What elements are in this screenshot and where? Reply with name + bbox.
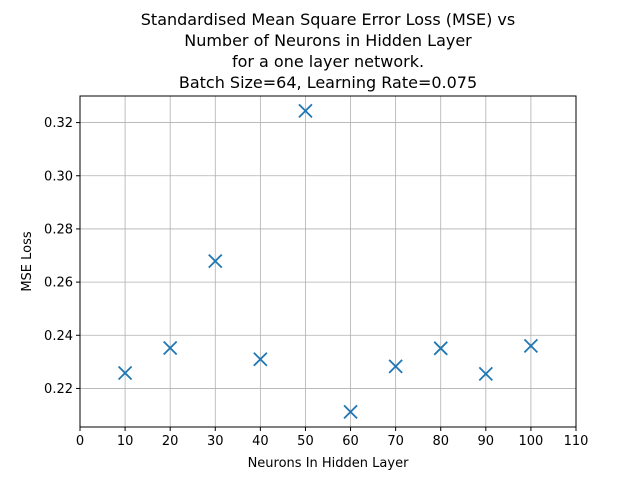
title-line-2: Number of Neurons in Hidden Layer	[184, 31, 472, 50]
data-point-10	[117, 365, 133, 381]
x-axis-ticks: 0 10 20 30 40 50 60 70 80 90 100 110	[76, 427, 589, 449]
data-point-40	[253, 352, 268, 367]
x-tick-label: 80	[432, 434, 449, 449]
x-tick-label: 70	[387, 434, 404, 449]
y-tick-label: 0.24	[44, 329, 73, 344]
x-tick-label: 20	[162, 434, 179, 449]
data-point-50	[298, 103, 313, 119]
x-tick-label: 50	[297, 434, 314, 449]
y-tick-label: 0.28	[44, 222, 73, 237]
x-tick-label: 110	[564, 434, 589, 449]
data-point-80	[433, 341, 448, 356]
data-point-90	[478, 366, 493, 381]
x-tick-label: 60	[342, 434, 359, 449]
x-tick-label: 100	[518, 434, 543, 449]
y-axis-ticks: 0.22 0.24 0.26 0.28 0.30 0.32	[44, 116, 80, 397]
data-point-100	[523, 338, 539, 354]
data-point-20	[163, 340, 178, 356]
x-tick-label: 40	[252, 434, 269, 449]
data-point-30	[208, 253, 223, 269]
y-tick-label: 0.22	[44, 382, 73, 397]
y-tick-label: 0.26	[44, 276, 73, 291]
x-tick-label: 90	[478, 434, 495, 449]
x-tick-label: 0	[76, 434, 84, 449]
grid-lines	[79, 96, 577, 427]
y-tick-label: 0.32	[44, 116, 73, 131]
data-point-60	[343, 404, 358, 419]
x-axis-title: Neurons In Hidden Layer	[248, 456, 409, 471]
title-line-4: Batch Size=64, Learning Rate=0.075	[179, 73, 477, 92]
y-axis-title: MSE Loss	[20, 231, 35, 292]
x-tick-label: 10	[117, 434, 134, 449]
y-tick-label: 0.30	[44, 169, 73, 184]
data-point-70	[388, 359, 403, 374]
title-line-3: for a one layer network.	[232, 52, 424, 71]
title-line-1: Standardised Mean Square Error Loss (MSE…	[141, 10, 515, 29]
chart-title: Standardised Mean Square Error Loss (MSE…	[141, 10, 515, 92]
data-points	[117, 103, 539, 419]
x-tick-label: 30	[207, 434, 224, 449]
plot-area-frame	[79, 95, 577, 428]
